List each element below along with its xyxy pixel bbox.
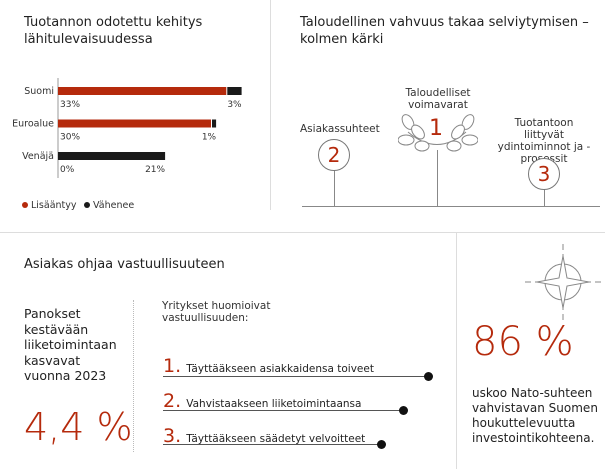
list-item: 2. Vahvistaakseen liiketoimintaansa (163, 390, 361, 412)
panel-title: Taloudellinen vahvuus takaa selviytymise… (300, 15, 589, 47)
item-2-number: 2 (318, 139, 350, 171)
divider (456, 232, 457, 469)
legend-label: Vähenee (93, 200, 134, 211)
item-1-number: 1 (429, 116, 443, 141)
bar-lisääntyy (58, 87, 227, 95)
data-label: 1% (202, 133, 217, 143)
item-text: Täyttääkseen säädetyt velvoitteet (186, 433, 366, 445)
item-line (163, 444, 381, 445)
item-text: Vahvistaakseen liiketoimintaansa (186, 398, 362, 410)
item-line (163, 376, 428, 377)
divider (0, 232, 605, 233)
list-item: 1. Täyttääkseen asiakkaidensa toiveet (163, 355, 374, 377)
list-title: Yritykset huomioivat vastuullisuuden: (162, 300, 271, 324)
item-2-label: Asiakassuhteet (300, 123, 380, 135)
item-number: 3. (163, 425, 182, 447)
stem (437, 150, 438, 206)
item-dot (377, 440, 386, 449)
item-line (163, 410, 403, 411)
divider (133, 300, 134, 452)
compass-star-icon (525, 244, 601, 320)
data-label: 33% (60, 100, 80, 110)
item-dot (424, 372, 433, 381)
bar-vähenee (227, 87, 242, 95)
legend-swatch (22, 202, 28, 208)
panel-title: Asiakas ohjaa vastuullisuuteen (24, 257, 225, 272)
stat-value: 86 % (472, 319, 574, 365)
data-label: 3% (227, 100, 242, 110)
item-text: Täyttääkseen asiakkaidensa toiveet (186, 363, 374, 375)
legend-swatch (84, 202, 90, 208)
bar-chart: Suomi 33% 3% Euroalue 30% 1% Venäjä 0% 21% Lisään… (12, 78, 242, 211)
data-label: 30% (60, 133, 80, 143)
bar-vähenee (58, 152, 166, 160)
data-label: 21% (145, 165, 165, 175)
item-1-label: Taloudelliset voimavarat (405, 87, 471, 111)
chart-title: Tuotannon odotettu kehitys lähitulevaisu… (24, 15, 203, 47)
item-3-number: 3 (528, 158, 560, 190)
laurel-icon (398, 114, 478, 152)
stem (544, 180, 545, 206)
bar-vähenee (212, 119, 217, 128)
item-number: 1. (163, 355, 182, 377)
stat-text: uskoo Nato-suhteen vahvistavan Suomen ho… (472, 386, 598, 445)
stat-value: 4,4 % (24, 405, 133, 449)
bar-lisääntyy (58, 119, 211, 128)
category-label: Euroalue (12, 119, 54, 130)
stat-label: Panokset kestävään liiketoimintaan kasva… (24, 306, 117, 383)
legend-label: Lisääntyy (31, 200, 77, 211)
data-label: 0% (60, 165, 75, 175)
ground-line (302, 206, 600, 207)
divider (270, 0, 271, 210)
item-number: 2. (163, 390, 182, 412)
category-label: Venäjä (22, 151, 54, 162)
list-item: 3. Täyttääkseen säädetyt velvoitteet (163, 425, 365, 447)
item-dot (399, 406, 408, 415)
stem (334, 160, 335, 206)
category-label: Suomi (24, 86, 54, 97)
